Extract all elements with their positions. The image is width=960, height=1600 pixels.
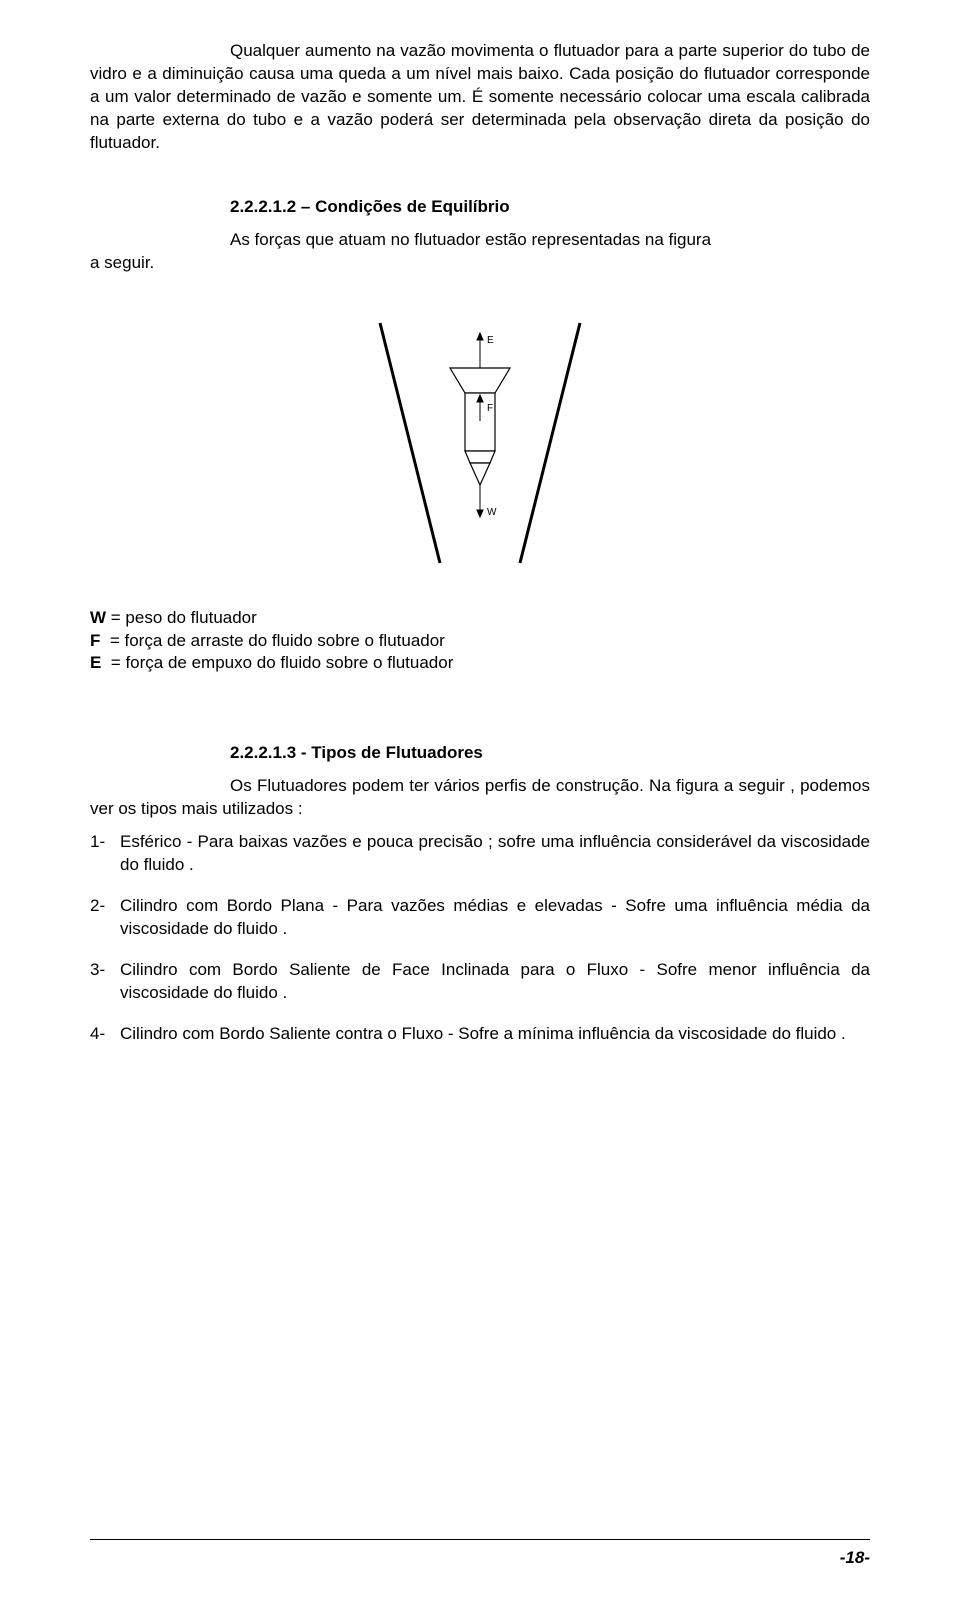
tube-wall-left: [380, 323, 440, 563]
intro-paragraph: Qualquer aumento na vazão movimenta o fl…: [90, 40, 870, 155]
list-item: 3- Cilindro com Bordo Saliente de Face I…: [90, 959, 870, 1005]
section-tipos-heading: 2.2.2.1.3 - Tipos de Flutuadores: [230, 743, 870, 763]
list-num-3: 3-: [90, 959, 120, 1005]
def-e: E = força de empuxo do fluido sobre o fl…: [90, 652, 870, 675]
arrow-e: [477, 333, 483, 368]
list-text-4: Cilindro com Bordo Saliente contra o Flu…: [120, 1023, 870, 1046]
list-item: 4- Cilindro com Bordo Saliente contra o …: [90, 1023, 870, 1046]
tipos-intro: Os Flutuadores podem ter vários perfis d…: [90, 775, 870, 821]
float-body: [450, 368, 510, 485]
def-f: F = força de arraste do fluido sobre o f…: [90, 630, 870, 653]
list-text-3: Cilindro com Bordo Saliente de Face Incl…: [120, 959, 870, 1005]
definitions-block: W = peso do flutuador F = força de arras…: [90, 607, 870, 676]
list-num-4: 4-: [90, 1023, 120, 1046]
label-f: F: [487, 403, 493, 414]
equilibrio-followup-line1: As forças que atuam no flutuador estão r…: [90, 229, 870, 252]
flutuadores-list: 1- Esférico - Para baixas vazões e pouca…: [90, 831, 870, 1046]
list-text-2: Cilindro com Bordo Plana - Para vazões m…: [120, 895, 870, 941]
equilibrio-followup: As forças que atuam no flutuador estão r…: [90, 229, 870, 275]
list-text-1: Esférico - Para baixas vazões e pouca pr…: [120, 831, 870, 877]
list-item: 1- Esférico - Para baixas vazões e pouca…: [90, 831, 870, 877]
arrow-w: [477, 485, 483, 517]
float-figure: E F W: [90, 293, 870, 573]
section-equilibrio-heading: 2.2.2.1.2 – Condições de Equilíbrio: [230, 197, 870, 217]
footer-rule: [90, 1539, 870, 1540]
page-number: -18-: [840, 1548, 870, 1568]
float-figure-svg: E F W: [350, 293, 610, 573]
tube-wall-right: [520, 323, 580, 563]
list-num-2: 2-: [90, 895, 120, 941]
list-num-1: 1-: [90, 831, 120, 877]
list-item: 2- Cilindro com Bordo Plana - Para vazõe…: [90, 895, 870, 941]
def-w: W = peso do flutuador: [90, 607, 870, 630]
label-e: E: [487, 335, 494, 346]
equilibrio-followup-line2: a seguir.: [90, 252, 870, 275]
label-w: W: [487, 507, 497, 518]
